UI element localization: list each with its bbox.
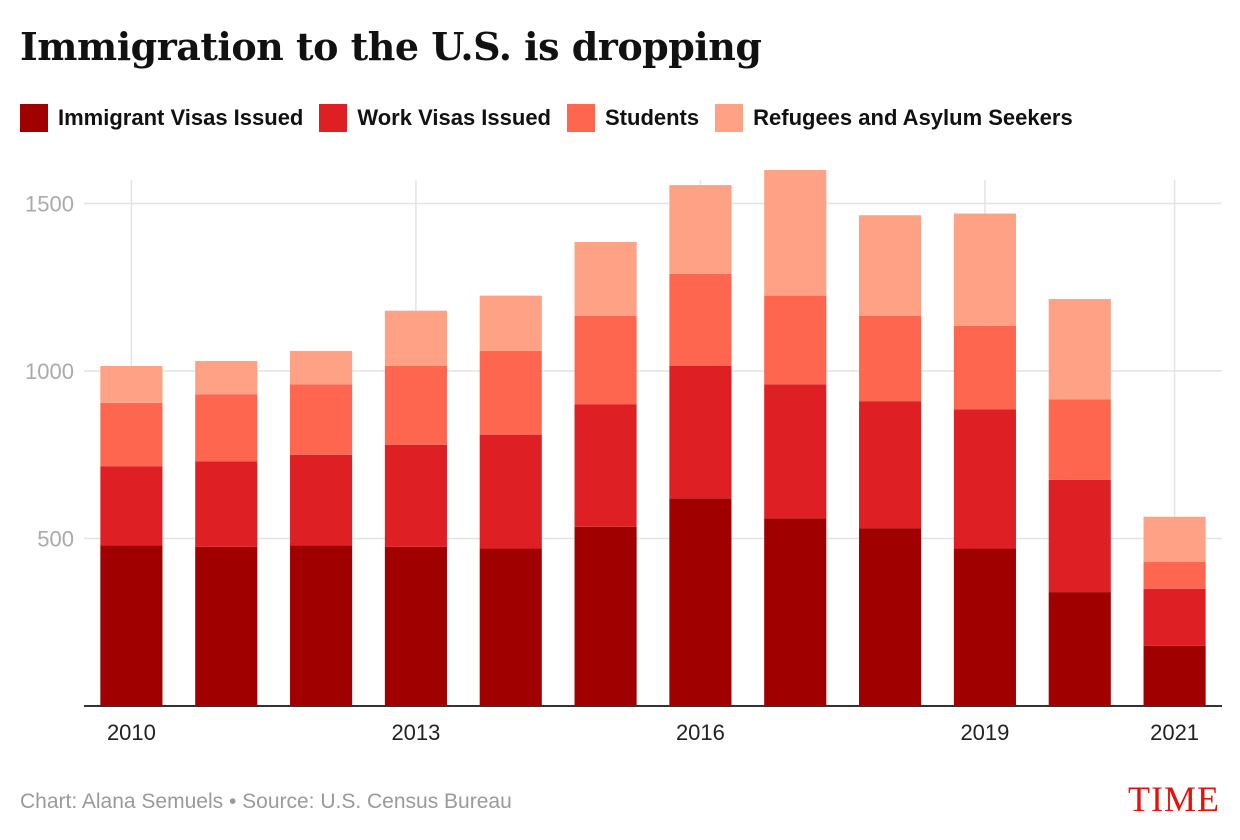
bar-segment-2019-1 <box>953 409 1016 549</box>
bar-segment-2014-2 <box>479 350 542 435</box>
x-tick-label: 2016 <box>676 720 725 745</box>
bar-segment-2013-1 <box>384 444 447 547</box>
bar-segment-2016-1 <box>669 365 732 499</box>
bar-segment-2021-1 <box>1143 588 1206 646</box>
x-tick-label: 2019 <box>960 720 1009 745</box>
bar-segment-2011-2 <box>195 394 258 462</box>
y-tick-label: 1000 <box>25 359 74 384</box>
chart-title: Immigration to the U.S. is dropping <box>20 24 762 69</box>
bar-segment-2014-1 <box>479 434 542 549</box>
bar-segment-2010-2 <box>100 402 163 467</box>
legend-label-work-visas: Work Visas Issued <box>357 105 551 130</box>
bar-segment-2015-1 <box>574 404 637 527</box>
legend-item-students: Students <box>567 104 699 132</box>
bar-segment-2012-2 <box>290 384 353 455</box>
legend-label-refugees: Refugees and Asylum Seekers <box>753 105 1073 130</box>
legend-item-work-visas: Work Visas Issued <box>319 104 551 132</box>
legend-swatch-work-visas <box>319 104 348 132</box>
bar-segment-2016-0 <box>669 498 732 706</box>
x-tick-label: 2010 <box>107 720 156 745</box>
bar-segment-2019-0 <box>953 548 1016 706</box>
bar-segment-2018-2 <box>859 315 922 402</box>
legend-swatch-immigrant-visas <box>20 104 48 132</box>
legend-swatch-students <box>567 104 595 132</box>
bar-segment-2019-3 <box>953 213 1016 326</box>
bar-segment-2014-3 <box>479 295 542 351</box>
bar-segment-2012-3 <box>290 350 353 385</box>
bar-segment-2011-3 <box>195 360 258 395</box>
bar-segment-2017-1 <box>764 384 827 519</box>
bar-segment-2014-0 <box>479 548 542 706</box>
bar-segment-2021-0 <box>1143 645 1206 706</box>
bar-segment-2021-3 <box>1143 516 1206 562</box>
bar-segment-2017-2 <box>764 295 827 385</box>
bar-segment-2020-1 <box>1048 479 1111 593</box>
x-tick-label: 2013 <box>391 720 440 745</box>
bar-segment-2019-2 <box>953 325 1016 410</box>
bar-segment-2017-3 <box>764 170 827 296</box>
bar-segment-2021-2 <box>1143 561 1206 589</box>
legend-label-immigrant-visas: Immigrant Visas Issued <box>58 105 304 130</box>
bar-segment-2013-0 <box>384 546 447 706</box>
bar-segment-2015-2 <box>574 315 637 405</box>
y-tick-label: 1500 <box>25 192 74 217</box>
bar-segment-2015-3 <box>574 242 637 316</box>
legend-item-immigrant-visas: Immigrant Visas Issued <box>20 104 303 132</box>
bar-segment-2013-2 <box>384 365 447 445</box>
time-logo: TIME <box>1128 779 1220 819</box>
bar-segment-2020-2 <box>1048 399 1111 480</box>
legend: Immigrant Visas Issued Work Visas Issued… <box>20 104 1089 132</box>
bar-segment-2016-3 <box>669 185 732 274</box>
legend-label-students: Students <box>605 105 700 130</box>
bar-segment-2015-0 <box>574 526 637 706</box>
bar-segment-2020-0 <box>1048 592 1111 706</box>
bar-segment-2020-3 <box>1048 298 1111 400</box>
bar-segment-2012-1 <box>290 454 353 546</box>
bar-segment-2017-0 <box>764 518 827 706</box>
bar-segment-2018-0 <box>859 528 922 706</box>
chart-credit: Chart: Alana Semuels • Source: U.S. Cens… <box>20 790 512 813</box>
x-tick-label: 2021 <box>1150 720 1199 745</box>
bar-segment-2010-3 <box>100 365 163 403</box>
bar-segment-2010-0 <box>100 545 163 706</box>
y-tick-label: 500 <box>37 527 74 552</box>
bar-segment-2011-1 <box>195 461 258 547</box>
legend-item-refugees: Refugees and Asylum Seekers <box>715 104 1073 132</box>
bar-segment-2013-3 <box>384 310 447 366</box>
bar-segment-2018-3 <box>859 215 922 316</box>
bar-segment-2011-0 <box>195 546 258 706</box>
legend-swatch-refugees <box>715 104 744 132</box>
bar-segment-2010-1 <box>100 466 163 546</box>
bar-segment-2012-0 <box>290 545 353 706</box>
bar-segment-2016-2 <box>669 273 732 366</box>
bar-segment-2018-1 <box>859 401 922 529</box>
